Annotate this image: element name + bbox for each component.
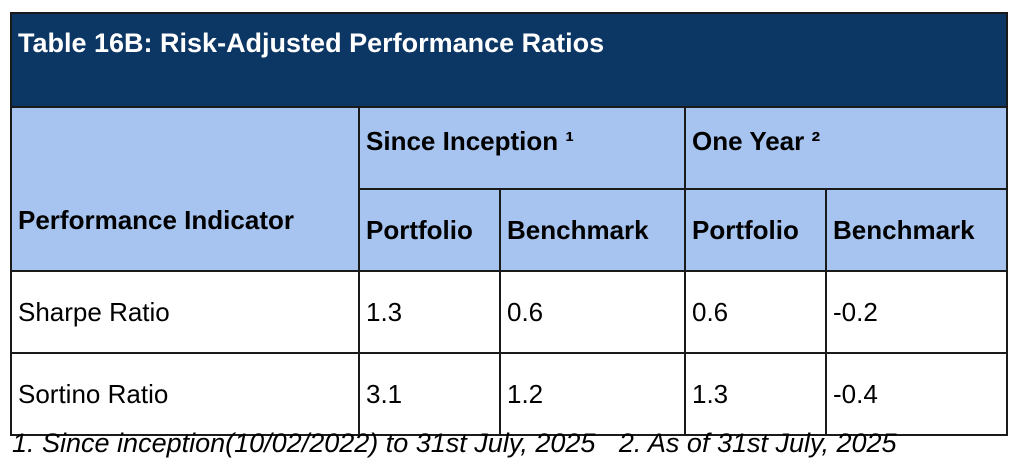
cell-oy-benchmark: -0.4 (824, 352, 1009, 436)
header-si-benchmark: Benchmark (499, 188, 686, 272)
cell-si-portfolio: 1.3 (358, 270, 501, 354)
cell-oy-portfolio: 1.3 (684, 352, 827, 436)
cell-oy-benchmark: -0.2 (824, 270, 1009, 354)
table-row: Sortino Ratio 3.1 1.2 1.3 -0.4 (10, 352, 1009, 436)
footnote-2: 2. As of 31st July, 2025 (618, 428, 897, 458)
header-since-inception: Since Inception ¹ (358, 106, 686, 190)
cell-si-portfolio: 3.1 (358, 352, 501, 436)
cell-oy-portfolio: 0.6 (684, 270, 827, 354)
cell-si-benchmark: 0.6 (499, 270, 686, 354)
table-title: Table 16B: Risk-Adjusted Performance Rat… (9, 12, 1009, 108)
footnotes: 1. Since inception(10/02/2022) to 31st J… (12, 428, 897, 459)
row-label: Sharpe Ratio (10, 270, 360, 354)
header-si-portfolio: Portfolio (358, 188, 501, 272)
header-one-year: One Year ² (683, 106, 1009, 190)
header-oy-benchmark: Benchmark (824, 188, 1009, 272)
footnote-1: 1. Since inception(10/02/2022) to 31st J… (12, 428, 596, 458)
cell-si-benchmark: 1.2 (499, 352, 686, 436)
performance-ratios-table: Table 16B: Risk-Adjusted Performance Rat… (9, 12, 1009, 436)
row-label: Sortino Ratio (10, 352, 360, 436)
table-row: Sharpe Ratio 1.3 0.6 0.6 -0.2 (10, 270, 1009, 354)
header-performance-indicator: Performance Indicator (10, 106, 360, 272)
header-oy-portfolio: Portfolio (684, 188, 827, 272)
